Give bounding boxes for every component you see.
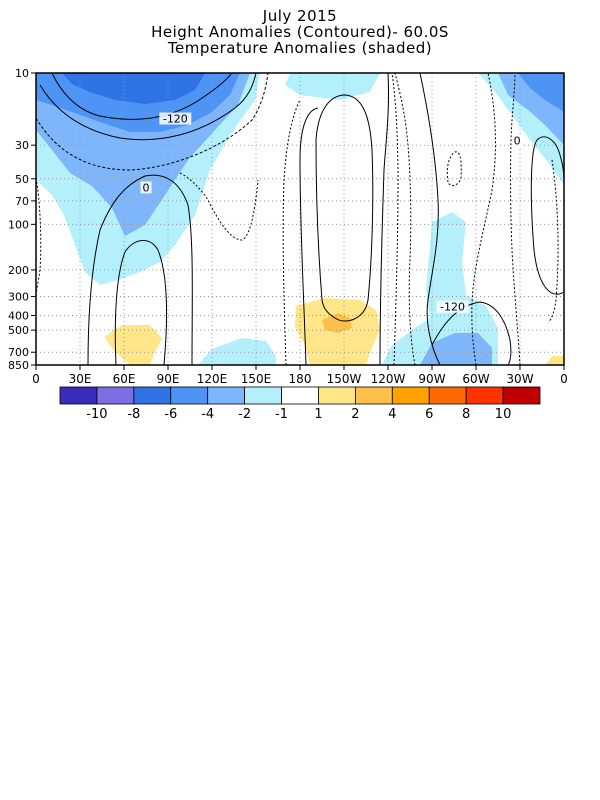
colorbar-label: 10: [495, 407, 512, 422]
contour-middle-dashed: [391, 73, 399, 365]
colorbar-swatch: [502, 386, 541, 405]
contour-middle-outer: [282, 99, 301, 365]
colorbar-swatch: [281, 386, 319, 405]
y-tick-label: 100: [8, 218, 29, 231]
contour-middle-2: [379, 73, 390, 365]
contour-line-3: [36, 73, 269, 171]
colorbar-label: -1: [275, 407, 288, 422]
chart-subtitle-1: Height Anomalies (Contoured)- 60.0S: [151, 23, 449, 41]
contour-label-bg: [511, 134, 523, 147]
shade-yellow-west: [104, 325, 162, 365]
colorbar-swatch: [318, 386, 356, 405]
y-tick-label: 50: [15, 173, 29, 186]
y-tick-label: 300: [8, 291, 29, 304]
x-tick-label: 0: [560, 372, 568, 386]
y-tick-label: 700: [8, 346, 29, 359]
colorbar-label: 4: [388, 407, 396, 422]
contour-zero-west: [87, 174, 193, 365]
colorbar-label: 2: [351, 407, 359, 422]
height-contours: [36, 73, 564, 365]
x-tick-label: 150W: [327, 372, 362, 386]
contour-middle-loop: [315, 94, 374, 322]
y-tick-label: 500: [8, 324, 29, 337]
contour-east-4: [510, 73, 521, 365]
y-tick-label: 200: [8, 264, 29, 277]
shade-cyan-top-middle: [285, 73, 380, 100]
chart-subtitle-2: Temperature Anomalies (shaded): [167, 39, 433, 57]
colorbar-swatch: [391, 386, 430, 405]
colorbar-swatch: [428, 386, 467, 405]
contour-label: -120: [163, 113, 188, 126]
y-tick-label: 10: [15, 67, 29, 80]
colorbar-label: 6: [425, 407, 433, 422]
colorbar-swatch: [96, 386, 135, 405]
colorbar-swatch: [133, 386, 172, 405]
contour-east-1: [394, 73, 416, 365]
x-tick-label: 30W: [506, 372, 533, 386]
colorbar-label: -4: [201, 407, 214, 422]
x-tick-label: 30E: [69, 372, 92, 386]
contour-labels: -120 0 0 -120: [140, 112, 523, 314]
y-tick-label: 400: [8, 309, 29, 322]
x-axis-longitude: 0 30E 60E 90E 120E 150E 180 150W 120W 90W 60W 30W 0: [32, 365, 568, 386]
shade-cyan-lower-middle: [198, 338, 276, 365]
x-tick-label: 60E: [113, 372, 136, 386]
colorbar-label: -2: [238, 407, 251, 422]
shade-yellow-bottom-right: [545, 356, 564, 365]
contour-loop-west: [114, 240, 167, 365]
x-tick-label: 90W: [418, 372, 445, 386]
contour-east-minus120: [431, 301, 512, 365]
contour-east-loop: [446, 151, 462, 186]
x-tick-label: 0: [32, 372, 40, 386]
colorbar-label: -10: [86, 407, 107, 422]
colorbar-swatch: [207, 386, 246, 405]
contour-line-1: [51, 73, 233, 120]
contour-middle-1: [299, 107, 319, 365]
shade-blue-bottom-east: [420, 333, 492, 365]
contour-line-2: [39, 73, 257, 141]
contour-label-bg: [436, 300, 469, 313]
x-tick-label: 120W: [371, 372, 406, 386]
chart-titles: July 2015 Height Anomalies (Contoured)- …: [0, 8, 600, 56]
x-tick-label: 120E: [197, 372, 228, 386]
contour-label: 0: [143, 181, 150, 194]
colorbar-label: -6: [164, 407, 177, 422]
y-tick-label: 70: [15, 195, 29, 208]
contour-east-3: [471, 73, 496, 365]
shade-deepblue-west: [62, 73, 205, 104]
colorbar-swatch: [465, 386, 504, 405]
contour-east-2: [419, 73, 441, 365]
x-tick-label: 150E: [241, 372, 272, 386]
y-tick-label: 850: [8, 359, 29, 372]
colorbar-swatch: [170, 386, 209, 405]
colorbar-label: 8: [462, 407, 470, 422]
contour-label-bg: [159, 112, 192, 125]
colorbar-label: 1: [314, 407, 322, 422]
contour-label-bg: [140, 181, 152, 194]
contour-east-dashed-edge: [547, 159, 559, 323]
contour-label: -120: [440, 301, 465, 314]
colorbar-legend: -10 -8 -6 -4 -2 -1 1 2 4 6 8 10: [59, 386, 541, 422]
x-tick-label: 180: [289, 372, 312, 386]
contour-label: 0: [514, 135, 521, 148]
colorbar-label: -8: [127, 407, 140, 422]
shade-cyan-lower-east: [382, 212, 498, 365]
contour-east-zero: [530, 136, 564, 295]
colorbar-swatch: [59, 386, 98, 405]
chart-title: July 2015: [262, 7, 338, 25]
x-tick-label: 90E: [157, 372, 180, 386]
y-tick-label: 30: [15, 139, 29, 152]
x-tick-label: 60W: [462, 372, 489, 386]
colorbar-swatch: [354, 386, 393, 405]
shade-darkblue-east: [518, 73, 564, 112]
colorbar-swatch: [244, 386, 282, 405]
